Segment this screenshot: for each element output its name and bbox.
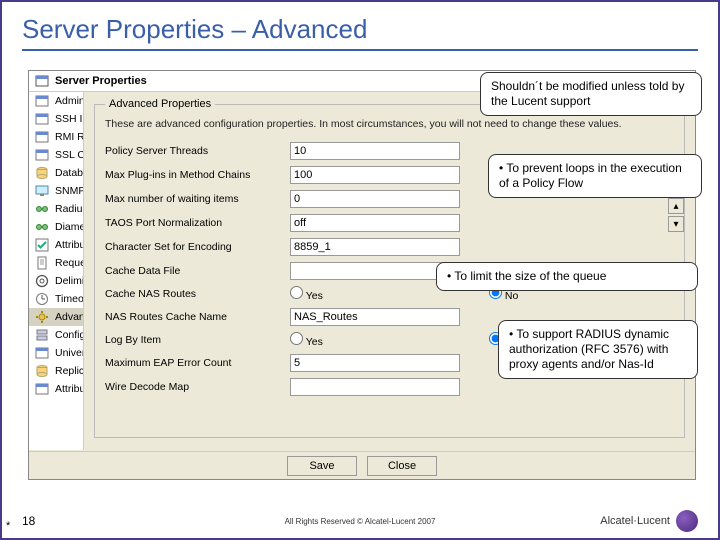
gear-icon <box>35 310 49 324</box>
sidebar-item-label: SSL Configuration <box>55 149 84 161</box>
cache-data-file-input[interactable] <box>290 262 460 280</box>
policy-server-threads-input[interactable] <box>290 142 460 160</box>
scroll-down-button[interactable]: ▾ <box>668 216 684 232</box>
sidebar-item-configuration-server[interactable]: Configuration Server <box>29 326 83 344</box>
max-plug-ins-in-method-chains-label: Max Plug-ins in Method Chains <box>105 169 290 181</box>
window-icon <box>35 382 49 396</box>
cache-data-file-label: Cache Data File <box>105 265 290 277</box>
sidebar-item-ssh-interface[interactable]: SSH Interface <box>29 110 83 128</box>
sidebar-item-label: Advanced <box>55 311 84 323</box>
nas-routes-cache-name-input[interactable] <box>290 308 460 326</box>
log-by-item-yes[interactable]: Yes <box>290 332 475 348</box>
clock-icon <box>35 292 49 306</box>
wire-decode-map-input[interactable] <box>290 378 460 396</box>
at-icon <box>35 274 49 288</box>
max-number-of-waiting-items-label: Max number of waiting items <box>105 193 290 205</box>
net-icon <box>35 220 49 234</box>
sidebar-item-label: RMI Registry <box>55 131 84 143</box>
sidebar-item-diameter-properties[interactable]: Diameter Properties <box>29 218 83 236</box>
copyright: All Rights Reserved © Alcatel-Lucent 200… <box>285 517 436 526</box>
nas-routes-cache-name-label: NAS Routes Cache Name <box>105 311 290 323</box>
sidebar-item-label: Attribute Counters <box>55 383 84 395</box>
group-legend: Advanced Properties <box>105 98 215 110</box>
field-row: Wire Decode Map <box>105 378 674 396</box>
taos-port-normalization-input[interactable] <box>290 214 460 232</box>
sidebar-item-label: SNMP <box>55 185 84 197</box>
sidebar-item-label: SSH Interface <box>55 113 84 125</box>
log-by-item-label: Log By Item <box>105 334 290 346</box>
sidebar-item-rmi-registry[interactable]: RMI Registry <box>29 128 83 146</box>
maximum-eap-error-count-input[interactable] <box>290 354 460 372</box>
sidebar-item-universal-state-server[interactable]: Universal State Server <box>29 344 83 362</box>
window-icon <box>35 112 49 126</box>
db-icon <box>35 364 49 378</box>
character-set-for-encoding-label: Character Set for Encoding <box>105 241 290 253</box>
field-row: Character Set for Encoding <box>105 238 674 256</box>
group-description: These are advanced configuration propert… <box>105 118 674 132</box>
doc-icon <box>35 256 49 270</box>
sidebar-item-advanced[interactable]: Advanced <box>29 308 83 326</box>
sidebar-item-timeouts[interactable]: Timeouts <box>29 290 83 308</box>
page-title: Server Properties – Advanced <box>22 14 698 45</box>
net-icon <box>35 202 49 216</box>
sidebar-item-label: Radius Properties <box>55 203 84 215</box>
dialog-title: Server Properties <box>55 75 147 87</box>
character-set-for-encoding-input[interactable] <box>290 238 460 256</box>
check-icon <box>35 238 49 252</box>
sidebar-item-replication[interactable]: Replication <box>29 362 83 380</box>
title-underline <box>22 49 698 51</box>
wire-decode-map-label: Wire Decode Map <box>105 381 290 393</box>
window-icon <box>35 94 49 108</box>
callout-queue-size: • To limit the size of the queue <box>436 262 698 291</box>
server-icon <box>35 328 49 342</box>
sidebar-item-attribute-counters[interactable]: Attribute Counters <box>29 380 83 398</box>
callout-prevent-loops: • To prevent loops in the execution of a… <box>488 154 702 198</box>
window-icon <box>35 148 49 162</box>
sidebar-item-ssl-configuration[interactable]: SSL Configuration <box>29 146 83 164</box>
sidebar-item-radius-properties[interactable]: Radius Properties <box>29 200 83 218</box>
sidebar-item-label: Database <box>55 167 84 179</box>
taos-port-normalization-label: TAOS Port Normalization <box>105 217 290 229</box>
brand-logo: Alcatel·Lucent <box>600 510 698 532</box>
sidebar-item-label: Requests <box>55 257 84 269</box>
brand-swirl-icon <box>676 510 698 532</box>
sidebar-item-snmp[interactable]: SNMP <box>29 182 83 200</box>
window-icon <box>35 74 49 88</box>
field-row: TAOS Port Normalization <box>105 214 674 232</box>
sidebar-item-label: Diameter Properties <box>55 221 84 233</box>
callout-dont-modify: Shouldn´t be modified unless told by the… <box>480 72 702 116</box>
window-icon <box>35 130 49 144</box>
max-plug-ins-in-method-chains-input[interactable] <box>290 166 460 184</box>
sidebar-item-label: Attributes <box>55 239 84 251</box>
maximum-eap-error-count-label: Maximum EAP Error Count <box>105 357 290 369</box>
callout-radius-dynauth: • To support RADIUS dynamic authorizatio… <box>498 320 698 379</box>
screen-icon <box>35 184 49 198</box>
sidebar-item-admin-interface[interactable]: Admin Interface <box>29 92 83 110</box>
close-button[interactable]: Close <box>367 456 437 476</box>
sidebar-item-label: Timeouts <box>55 293 84 305</box>
policy-server-threads-label: Policy Server Threads <box>105 145 290 157</box>
properties-sidebar: Admin Interface SSH Interface RMI Registry… <box>29 92 84 450</box>
scroll-up-button[interactable]: ▴ <box>668 198 684 214</box>
max-number-of-waiting-items-input[interactable] <box>290 190 460 208</box>
sidebar-item-database[interactable]: Database <box>29 164 83 182</box>
brand-text: Alcatel·Lucent <box>600 515 670 527</box>
cache-nas-routes-label: Cache NAS Routes <box>105 288 290 300</box>
sidebar-item-label: Replication <box>55 365 84 377</box>
save-button[interactable]: Save <box>287 456 357 476</box>
page-number: 18 <box>22 514 35 528</box>
db-icon <box>35 166 49 180</box>
window-icon <box>35 346 49 360</box>
sidebar-item-label: Universal State Server <box>55 347 84 359</box>
sidebar-item-label: Delimiters <box>55 275 84 287</box>
sidebar-item-label: Admin Interface <box>55 95 84 107</box>
sidebar-item-attributes[interactable]: Attributes <box>29 236 83 254</box>
sidebar-item-label: Configuration Server <box>55 329 84 341</box>
sidebar-item-requests[interactable]: Requests <box>29 254 83 272</box>
sidebar-item-delimiters[interactable]: Delimiters <box>29 272 83 290</box>
